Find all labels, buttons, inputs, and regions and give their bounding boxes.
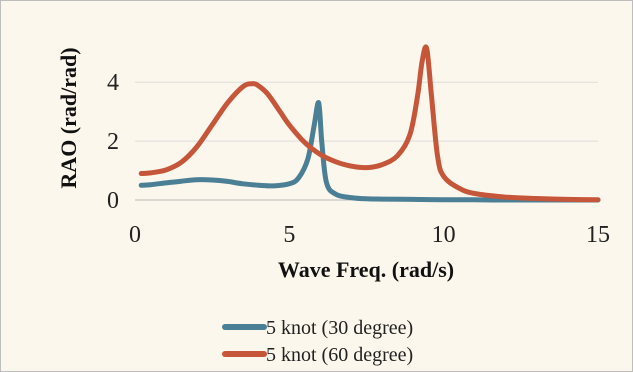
tick-labels: 0 2 4 0 5 10 15 (107, 70, 610, 248)
y-tick-label: 2 (107, 129, 119, 155)
series-line-1 (138, 44, 601, 203)
x-tick-label: 5 (283, 222, 295, 248)
y-tick-label: 4 (107, 70, 119, 96)
legend: 5 knot (30 degree) 5 knot (60 degree) (222, 317, 413, 366)
legend-item-1: 5 knot (60 degree) (222, 344, 413, 366)
y-axis-title: RAO (rad/rad) (56, 47, 81, 188)
legend-label-0: 5 knot (30 degree) (266, 317, 413, 339)
gridlines (135, 81, 598, 201)
series-lines (138, 44, 601, 203)
x-tick-label: 15 (586, 222, 610, 248)
y-tick-label: 0 (107, 188, 119, 214)
x-axis-title: Wave Freq. (rad/s) (278, 257, 454, 282)
legend-label-1: 5 knot (60 degree) (266, 344, 413, 366)
x-tick-label: 0 (129, 222, 141, 248)
x-tick-label: 10 (432, 222, 456, 248)
series-line-0 (138, 100, 601, 203)
legend-item-0: 5 knot (30 degree) (222, 317, 413, 339)
